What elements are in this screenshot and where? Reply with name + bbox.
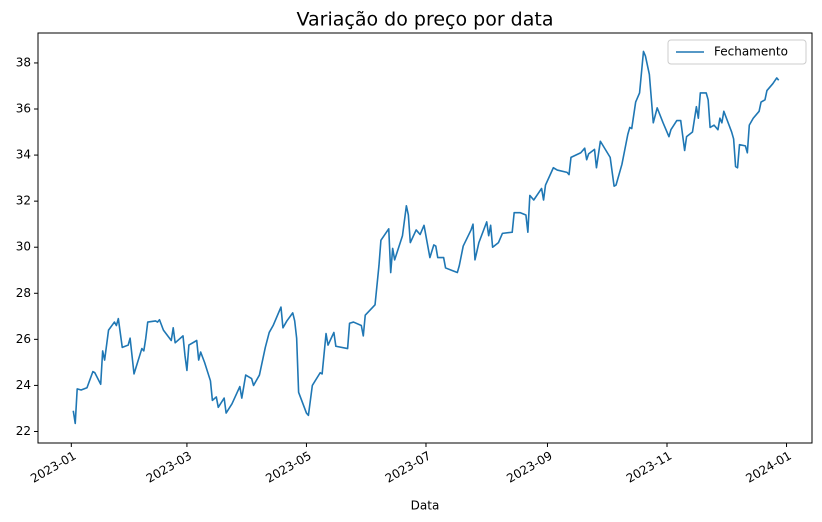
y-tick-label: 22 (16, 424, 31, 438)
y-tick-label: 38 (16, 55, 31, 69)
y-tick-label: 36 (16, 102, 31, 116)
y-tick-label: 26 (16, 332, 31, 346)
y-tick-label: 30 (16, 240, 31, 254)
y-tick-label: 28 (16, 286, 31, 300)
price-line (72, 50, 780, 425)
chart-title: Variação do preço por data (297, 9, 554, 31)
legend-label: Fechamento (714, 45, 788, 59)
x-axis-label: Data (411, 499, 440, 513)
y-tick-label: 32 (16, 194, 31, 208)
y-tick-label: 24 (16, 378, 31, 392)
legend-box (667, 39, 807, 65)
plot-frame (37, 32, 813, 444)
y-tick-label: 34 (16, 148, 31, 162)
